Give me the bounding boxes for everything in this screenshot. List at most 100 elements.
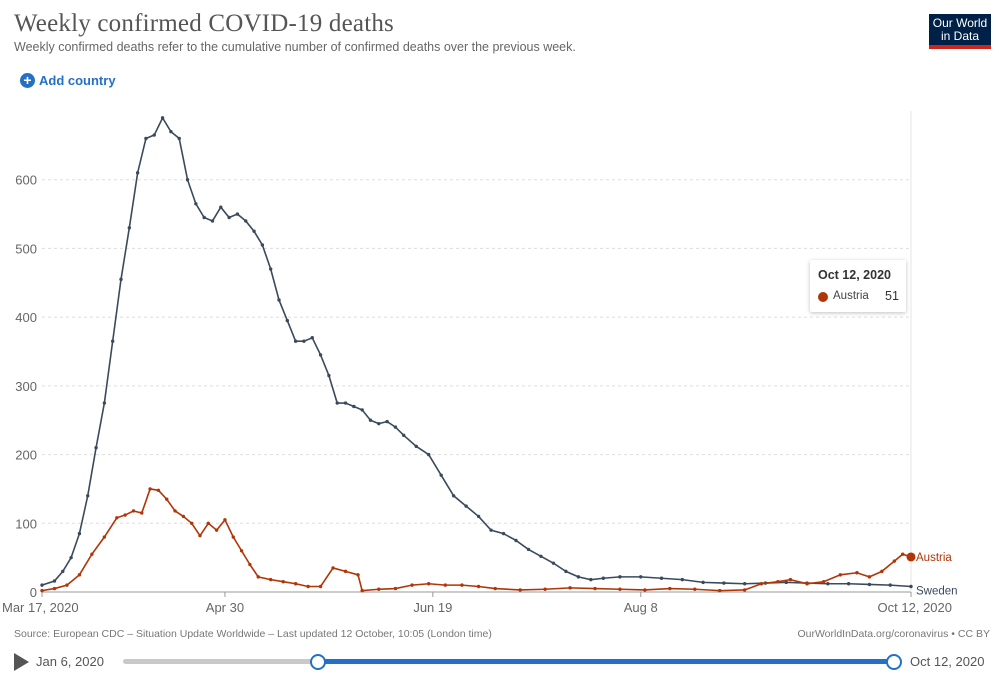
data-point-sweden bbox=[439, 473, 443, 477]
data-point-austria bbox=[90, 552, 94, 556]
data-point-sweden bbox=[501, 531, 506, 536]
data-point-sweden bbox=[489, 528, 493, 532]
data-point-austria bbox=[643, 588, 647, 592]
data-point-austria bbox=[618, 587, 622, 591]
data-point-austria bbox=[460, 583, 464, 587]
data-point-austria bbox=[52, 586, 57, 591]
data-point-austria bbox=[788, 577, 793, 582]
data-point-sweden bbox=[310, 336, 314, 340]
owid-logo[interactable]: Our World in Data bbox=[929, 14, 991, 49]
data-point-sweden bbox=[135, 171, 140, 175]
add-country-button[interactable]: + Add country bbox=[20, 73, 116, 88]
data-point-austria bbox=[181, 514, 186, 519]
data-point-sweden bbox=[69, 555, 73, 560]
austria-dot-icon bbox=[818, 292, 828, 302]
series-label-sweden: Sweden bbox=[916, 586, 958, 598]
data-point-austria bbox=[156, 488, 161, 493]
data-point-austria bbox=[855, 571, 859, 575]
source-note: Source: European CDC – Situation Update … bbox=[14, 628, 492, 640]
data-point-sweden bbox=[110, 339, 115, 343]
data-point-sweden bbox=[169, 129, 173, 134]
data-point-austria bbox=[805, 582, 809, 586]
data-point-sweden bbox=[293, 339, 298, 343]
data-point-austria bbox=[410, 583, 414, 587]
axes: 0 100 200 300 400 500 600 Mar 17, 2020 Apr 30 Jun… bbox=[2, 111, 952, 615]
data-point-sweden bbox=[194, 202, 198, 206]
timeline-end-handle[interactable] bbox=[886, 654, 902, 670]
y-tick-label: 200 bbox=[15, 448, 37, 463]
x-tick-label: Jun 19 bbox=[413, 600, 452, 615]
data-point-sweden bbox=[867, 582, 872, 587]
data-point-austria bbox=[77, 573, 82, 577]
data-point-austria bbox=[206, 521, 211, 525]
y-tick-label: 600 bbox=[15, 173, 37, 188]
data-point-austria bbox=[65, 583, 69, 587]
data-point-sweden bbox=[464, 504, 468, 508]
data-point-austria bbox=[293, 582, 298, 586]
data-point-sweden bbox=[302, 339, 306, 343]
data-point-austria bbox=[718, 588, 722, 593]
data-point-austria bbox=[318, 584, 323, 589]
data-point-austria bbox=[476, 584, 481, 589]
series-line-sweden bbox=[41, 116, 912, 588]
data-point-sweden bbox=[576, 575, 581, 579]
data-point-sweden bbox=[722, 581, 726, 585]
data-point-austria bbox=[123, 513, 127, 517]
data-point-sweden bbox=[514, 538, 518, 543]
data-point-austria bbox=[189, 521, 194, 525]
highlight-point-austria bbox=[906, 552, 916, 562]
data-point-sweden bbox=[742, 582, 747, 586]
play-icon[interactable] bbox=[14, 653, 29, 671]
data-point-sweden bbox=[235, 212, 240, 216]
data-point-austria bbox=[306, 584, 310, 589]
data-point-sweden bbox=[185, 178, 190, 182]
data-point-sweden bbox=[393, 425, 398, 429]
data-point-sweden bbox=[539, 554, 543, 558]
data-point-austria bbox=[343, 569, 348, 574]
data-point-sweden bbox=[360, 408, 364, 412]
data-point-sweden bbox=[343, 401, 348, 405]
data-point-austria bbox=[821, 579, 826, 584]
data-point-austria bbox=[256, 575, 260, 579]
data-point-austria bbox=[214, 528, 219, 532]
data-point-austria bbox=[377, 587, 381, 591]
data-point-sweden bbox=[285, 318, 290, 323]
license-link[interactable]: OurWorldInData.org/coronavirus • CC BY bbox=[797, 628, 990, 640]
data-point-sweden bbox=[551, 561, 556, 565]
plus-circle-icon: + bbox=[20, 73, 35, 88]
data-point-sweden bbox=[352, 404, 356, 409]
data-point-sweden bbox=[618, 575, 622, 579]
data-point-austria bbox=[443, 583, 448, 587]
line-chart[interactable]: 0 100 200 300 400 500 600 Mar 17, 2020 Apr 30 Jun… bbox=[0, 100, 999, 620]
add-country-label: Add country bbox=[39, 73, 116, 88]
tooltip-country: Austria bbox=[833, 290, 869, 302]
data-point-sweden bbox=[451, 494, 456, 498]
data-point-sweden bbox=[127, 226, 132, 230]
data-point-austria bbox=[426, 582, 431, 586]
data-point-austria bbox=[568, 586, 572, 590]
data-point-sweden bbox=[784, 580, 788, 585]
data-point-austria bbox=[593, 586, 597, 591]
timeline-selected-range bbox=[318, 659, 894, 664]
data-point-austria bbox=[668, 586, 672, 591]
grid-lines bbox=[42, 179, 911, 524]
data-point-austria bbox=[880, 569, 884, 574]
timeline-start-handle[interactable] bbox=[310, 654, 327, 670]
data-point-austria bbox=[115, 516, 119, 520]
data-point-austria bbox=[900, 552, 905, 556]
series-lines bbox=[40, 116, 916, 593]
data-point-austria bbox=[148, 487, 152, 491]
data-point-sweden bbox=[160, 116, 165, 120]
data-point-sweden bbox=[601, 576, 606, 580]
chart-subtitle: Weekly confirmed deaths refer to the cum… bbox=[14, 40, 576, 54]
data-point-sweden bbox=[94, 446, 98, 450]
data-point-sweden bbox=[368, 418, 373, 422]
data-point-austria bbox=[40, 588, 44, 593]
data-point-austria bbox=[742, 588, 747, 592]
data-point-austria bbox=[140, 511, 144, 515]
data-point-sweden bbox=[119, 277, 123, 282]
data-point-austria bbox=[198, 533, 202, 538]
data-point-sweden bbox=[680, 577, 685, 582]
data-point-sweden bbox=[244, 219, 248, 223]
timeline-end-date: Oct 12, 2020 bbox=[910, 654, 985, 669]
